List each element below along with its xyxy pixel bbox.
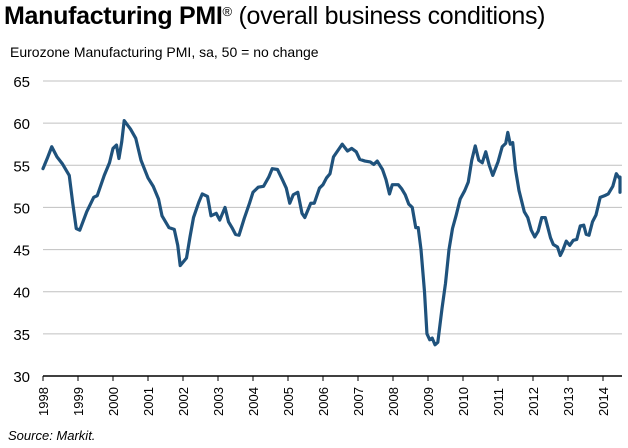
x-tick-label: 2012 bbox=[526, 387, 541, 416]
x-tick-label: 2008 bbox=[386, 387, 401, 416]
title-bold: Manufacturing PMI bbox=[4, 2, 223, 30]
y-tick-label: 45 bbox=[13, 243, 30, 260]
y-tick-label: 50 bbox=[13, 200, 30, 217]
y-tick-label: 40 bbox=[13, 285, 30, 302]
x-tick-label: 2009 bbox=[421, 387, 436, 416]
chart-subtitle: Eurozone Manufacturing PMI, sa, 50 = no … bbox=[10, 44, 319, 60]
x-tick-label: 2000 bbox=[106, 387, 121, 416]
x-tick-label: 2013 bbox=[561, 387, 576, 416]
title-rest: (overall business conditions) bbox=[231, 2, 546, 30]
x-tick-label: 2004 bbox=[246, 387, 261, 416]
y-tick-label: 55 bbox=[13, 158, 30, 175]
chart-title: Manufacturing PMI® (overall business con… bbox=[4, 2, 545, 31]
x-tick-label: 2001 bbox=[141, 387, 156, 416]
y-tick-label: 60 bbox=[13, 116, 30, 133]
x-tick-label: 2011 bbox=[491, 388, 506, 416]
y-tick-label: 35 bbox=[13, 327, 30, 344]
x-tick-label: 2014 bbox=[596, 387, 611, 416]
x-tick-label: 2002 bbox=[176, 387, 191, 416]
y-tick-label: 30 bbox=[13, 369, 30, 386]
x-tick-label: 1999 bbox=[71, 387, 86, 416]
pmi-series-line bbox=[41, 119, 622, 347]
registered-mark: ® bbox=[222, 4, 233, 19]
x-tick-label: 2003 bbox=[211, 387, 226, 416]
x-tick-label: 1998 bbox=[36, 387, 51, 416]
x-tick-label: 2005 bbox=[281, 387, 296, 416]
y-tick-label: 65 bbox=[13, 74, 30, 91]
x-tick-label: 2010 bbox=[456, 387, 471, 416]
x-tick-label: 2007 bbox=[351, 387, 366, 416]
x-tick-label: 2006 bbox=[316, 387, 331, 416]
source-note: Source: Markit. bbox=[8, 428, 96, 443]
